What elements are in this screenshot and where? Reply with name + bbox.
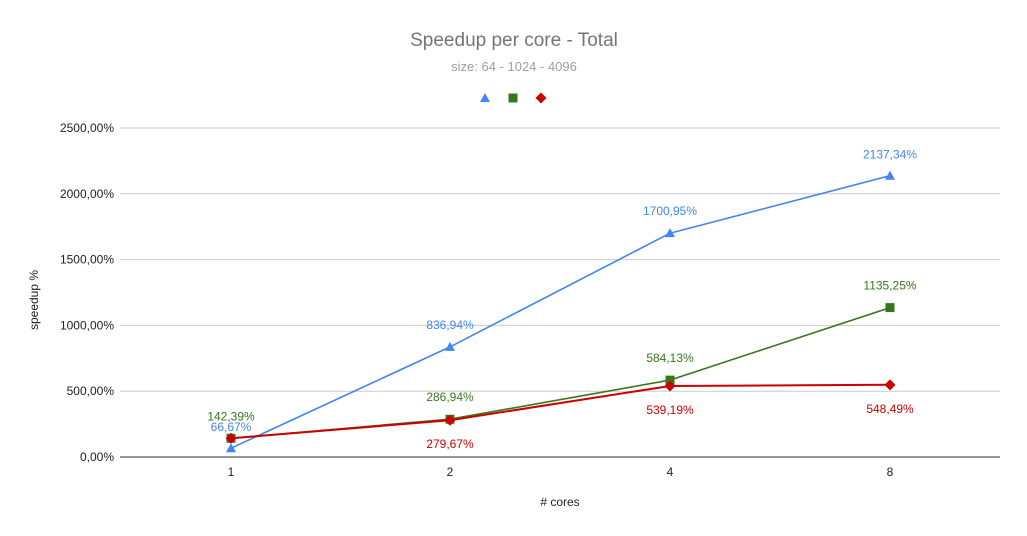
data-point-square bbox=[885, 303, 895, 313]
data-point-diamond bbox=[664, 380, 676, 392]
data-label-triangle: 836,94% bbox=[426, 318, 474, 332]
y-tick-label: 0,00% bbox=[80, 450, 114, 464]
data-labels: 66,67% 836,94% 1700,95% 2137,34% 142,39% 286,… bbox=[207, 148, 917, 451]
chart-title: Speedup per core - Total bbox=[410, 30, 618, 51]
data-label-triangle: 2137,34% bbox=[863, 148, 917, 162]
data-label-square: 286,94% bbox=[426, 390, 474, 404]
x-axis-ticks: 1 2 4 8 bbox=[228, 465, 894, 479]
data-point-triangle bbox=[885, 170, 895, 180]
legend-marker-square bbox=[508, 93, 518, 103]
x-tick-label: 8 bbox=[887, 465, 894, 479]
data-label-square: 142,39% bbox=[207, 409, 255, 423]
data-label-diamond: 548,49% bbox=[866, 402, 914, 416]
data-label-triangle: 1700,95% bbox=[643, 204, 697, 218]
legend bbox=[480, 92, 547, 104]
data-point-triangle bbox=[445, 341, 455, 351]
x-tick-label: 4 bbox=[667, 465, 674, 479]
x-tick-label: 1 bbox=[228, 465, 235, 479]
y-tick-label: 500,00% bbox=[67, 384, 115, 398]
data-point-diamond bbox=[884, 379, 896, 391]
data-label-diamond: 279,67% bbox=[426, 437, 474, 451]
series-line-triangle bbox=[230, 174, 891, 449]
gridlines bbox=[120, 127, 1000, 458]
x-tick-label: 2 bbox=[447, 465, 454, 479]
data-label-square: 584,13% bbox=[646, 351, 694, 365]
x-axis-title: # cores bbox=[540, 495, 579, 509]
data-label-triangle: 66,67% bbox=[211, 420, 252, 434]
y-tick-label: 2000,00% bbox=[60, 187, 114, 201]
y-axis-ticks: 0,00% 500,00% 1000,00% 1500,00% 2000,00% 2500… bbox=[60, 121, 114, 464]
data-point-triangle bbox=[226, 443, 236, 453]
series-line-diamond bbox=[230, 383, 891, 440]
chart-subtitle: size: 64 - 1024 - 4096 bbox=[451, 59, 577, 74]
data-point-square bbox=[665, 375, 675, 385]
data-label-square: 1135,25% bbox=[863, 279, 916, 293]
y-tick-label: 2500,00% bbox=[60, 121, 114, 135]
legend-marker-diamond bbox=[535, 92, 547, 104]
data-point-triangle bbox=[665, 228, 675, 238]
data-point-diamond bbox=[225, 432, 237, 444]
series-line-square bbox=[230, 306, 891, 440]
y-tick-label: 1000,00% bbox=[60, 318, 114, 332]
y-tick-label: 1500,00% bbox=[60, 253, 114, 267]
data-label-diamond: 539,19% bbox=[646, 403, 694, 417]
data-point-diamond bbox=[444, 414, 456, 426]
series-group bbox=[225, 170, 896, 453]
y-axis-title: speedup % bbox=[27, 270, 41, 330]
legend-marker-triangle bbox=[480, 93, 490, 102]
